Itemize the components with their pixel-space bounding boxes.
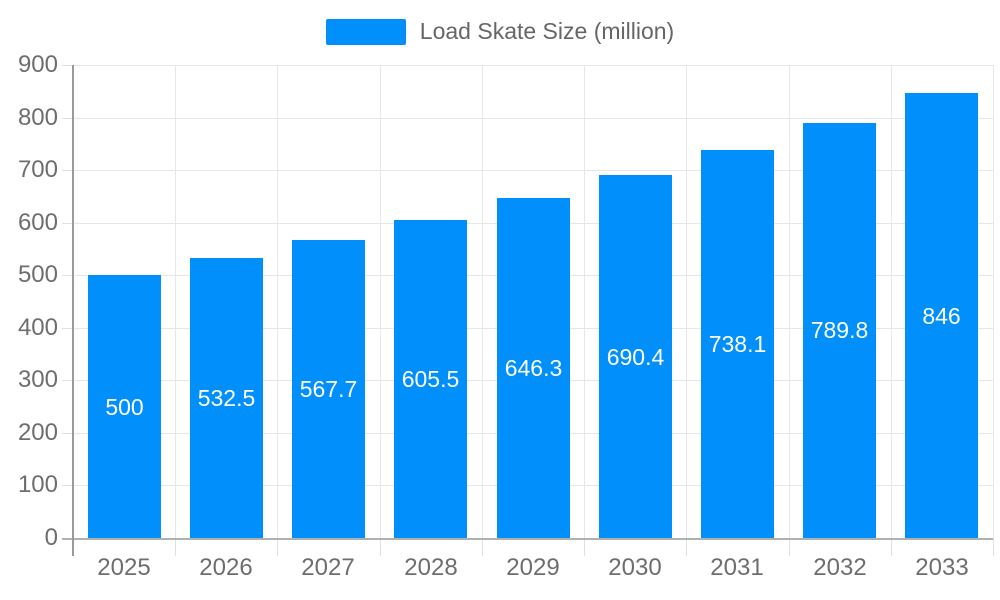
y-axis-label: 300 bbox=[17, 366, 58, 393]
bar-value-label: 846 bbox=[922, 303, 961, 329]
x-axis-label: 2026 bbox=[199, 554, 253, 581]
y-axis-label: 700 bbox=[17, 156, 58, 183]
bar-2029[interactable] bbox=[497, 198, 570, 538]
bar-value-label: 567.7 bbox=[299, 376, 358, 402]
x-axis-tick bbox=[686, 538, 687, 556]
y-axis-label: 500 bbox=[17, 261, 58, 288]
v-gridline bbox=[584, 65, 585, 538]
y-axis-label: 800 bbox=[17, 104, 58, 131]
x-axis-label: 2029 bbox=[506, 554, 560, 581]
y-axis-line bbox=[72, 65, 74, 556]
x-axis-tick bbox=[993, 538, 994, 556]
y-axis-label: 100 bbox=[17, 471, 58, 498]
x-axis-tick bbox=[891, 538, 892, 556]
v-gridline bbox=[993, 65, 994, 538]
bar-value-label: 646.3 bbox=[504, 355, 563, 381]
bar-2028[interactable] bbox=[394, 220, 467, 538]
bar-2033[interactable] bbox=[905, 93, 978, 538]
h-gridline bbox=[73, 170, 993, 171]
y-axis-tick bbox=[62, 433, 73, 434]
legend[interactable]: Load Skate Size (million) bbox=[0, 18, 1000, 45]
v-gridline bbox=[175, 65, 176, 538]
x-axis-label: 2028 bbox=[404, 554, 458, 581]
bar-value-label: 500 bbox=[105, 394, 144, 420]
bar-2032[interactable] bbox=[803, 123, 876, 538]
h-gridline bbox=[73, 118, 993, 119]
bar-value-label: 789.8 bbox=[810, 317, 869, 343]
h-gridline bbox=[73, 65, 993, 66]
y-axis-tick bbox=[62, 275, 73, 276]
x-axis-label: 2030 bbox=[608, 554, 662, 581]
v-gridline bbox=[380, 65, 381, 538]
y-axis-label: 600 bbox=[17, 209, 58, 236]
bar-2026[interactable] bbox=[190, 258, 263, 538]
bar-2027[interactable] bbox=[292, 240, 365, 538]
bar-value-label: 690.4 bbox=[606, 344, 665, 370]
y-axis-tick bbox=[62, 65, 73, 66]
y-axis-label: 0 bbox=[44, 524, 58, 551]
x-axis-tick bbox=[584, 538, 585, 556]
y-axis-tick bbox=[62, 328, 73, 329]
x-axis-label: 2032 bbox=[813, 554, 867, 581]
x-axis-label: 2027 bbox=[301, 554, 355, 581]
v-gridline bbox=[482, 65, 483, 538]
v-gridline bbox=[789, 65, 790, 538]
y-axis-tick bbox=[62, 223, 73, 224]
y-axis-tick bbox=[62, 170, 73, 171]
x-axis-label: 2031 bbox=[710, 554, 764, 581]
v-gridline bbox=[686, 65, 687, 538]
y-axis-tick bbox=[62, 118, 73, 119]
x-axis-tick bbox=[789, 538, 790, 556]
x-axis-label: 2033 bbox=[915, 554, 969, 581]
bar-value-label: 738.1 bbox=[708, 331, 767, 357]
x-axis-tick bbox=[380, 538, 381, 556]
bar-2030[interactable] bbox=[599, 175, 672, 538]
y-axis-tick bbox=[62, 380, 73, 381]
x-axis-tick bbox=[482, 538, 483, 556]
v-gridline bbox=[277, 65, 278, 538]
x-axis-tick bbox=[277, 538, 278, 556]
y-axis-label: 900 bbox=[17, 51, 58, 78]
bar-value-label: 532.5 bbox=[197, 385, 256, 411]
v-gridline bbox=[891, 65, 892, 538]
y-axis-label: 200 bbox=[17, 419, 58, 446]
legend-swatch bbox=[325, 18, 406, 45]
x-axis-label: 2025 bbox=[97, 554, 151, 581]
x-axis-tick bbox=[175, 538, 176, 556]
legend-label: Load Skate Size (million) bbox=[419, 18, 675, 44]
bar-2025[interactable] bbox=[88, 275, 161, 538]
y-axis-tick bbox=[62, 485, 73, 486]
bar-value-label: 605.5 bbox=[401, 366, 460, 392]
x-axis-line bbox=[62, 538, 993, 540]
bar-2031[interactable] bbox=[701, 150, 774, 538]
y-axis-label: 400 bbox=[17, 314, 58, 341]
